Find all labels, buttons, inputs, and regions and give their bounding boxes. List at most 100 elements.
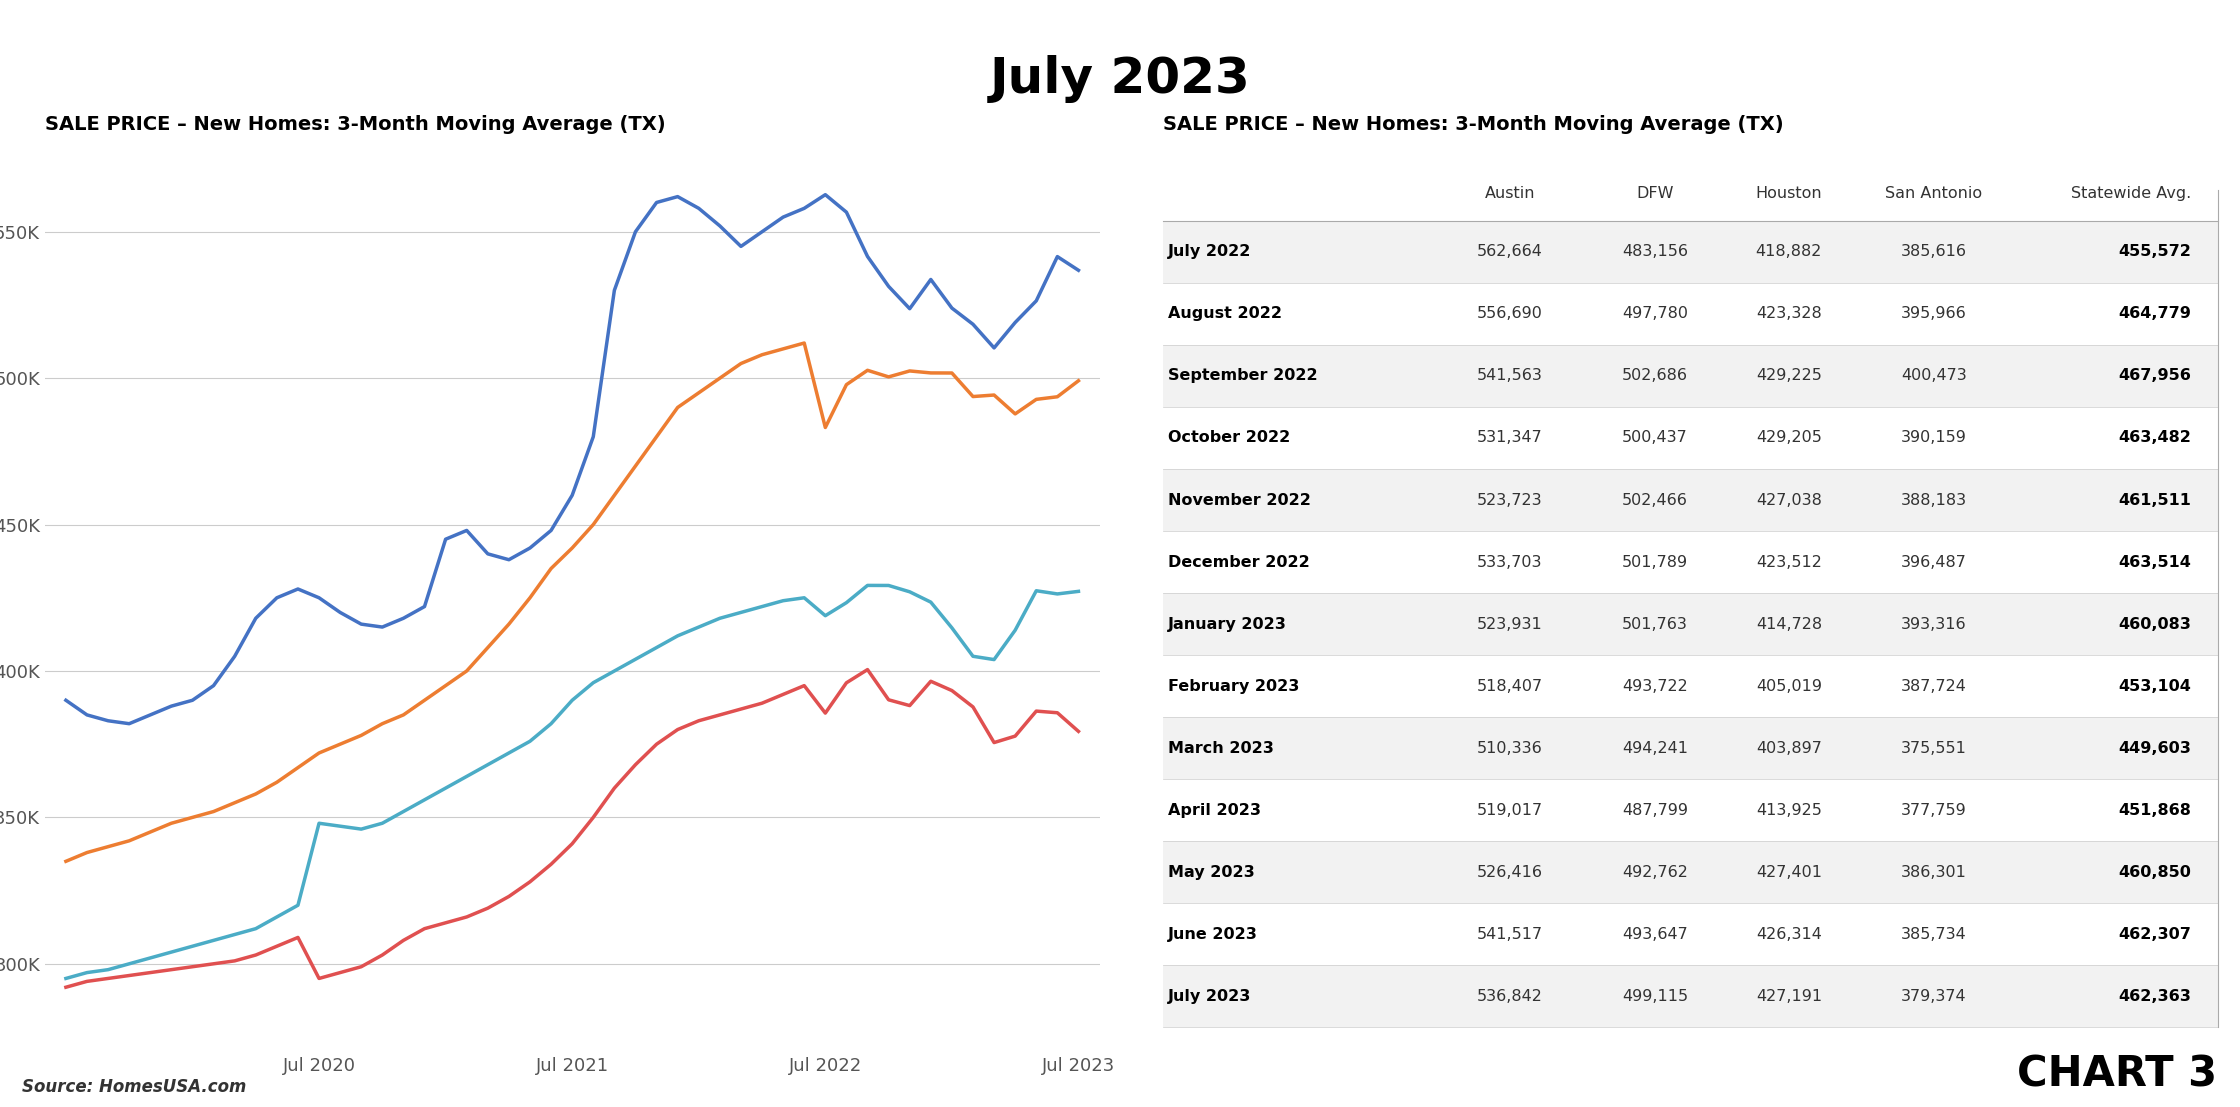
Text: 395,966: 395,966	[1902, 307, 1967, 321]
Text: 427,401: 427,401	[1756, 865, 1821, 880]
Text: 375,551: 375,551	[1902, 741, 1967, 756]
Text: November 2022: November 2022	[1167, 493, 1310, 507]
Text: 429,205: 429,205	[1756, 431, 1821, 445]
Text: 497,780: 497,780	[1622, 307, 1689, 321]
Text: 460,850: 460,850	[2119, 865, 2191, 880]
Text: 427,191: 427,191	[1756, 989, 1821, 1004]
Text: 531,347: 531,347	[1476, 431, 1543, 445]
Text: September 2022: September 2022	[1167, 369, 1317, 383]
Text: 396,487: 396,487	[1902, 555, 1967, 569]
Text: 455,572: 455,572	[2119, 245, 2191, 259]
Text: 500,437: 500,437	[1622, 431, 1687, 445]
Text: DFW: DFW	[1635, 186, 1673, 200]
Text: 387,724: 387,724	[1902, 679, 1967, 693]
Text: January 2023: January 2023	[1167, 617, 1288, 631]
Text: 501,763: 501,763	[1622, 617, 1687, 631]
Bar	[1163, 469, 2218, 531]
Text: 523,931: 523,931	[1476, 617, 1543, 631]
Text: 536,842: 536,842	[1476, 989, 1543, 1004]
Text: 541,563: 541,563	[1476, 369, 1543, 383]
Bar	[1163, 655, 2218, 717]
Text: 423,328: 423,328	[1756, 307, 1821, 321]
Text: October 2022: October 2022	[1167, 431, 1290, 445]
Text: 494,241: 494,241	[1622, 741, 1689, 756]
Text: 467,956: 467,956	[2119, 369, 2191, 383]
Text: 518,407: 518,407	[1476, 679, 1543, 693]
Text: 427,038: 427,038	[1756, 493, 1821, 507]
Text: 463,514: 463,514	[2119, 555, 2191, 569]
Bar	[1163, 841, 2218, 903]
Text: Houston: Houston	[1756, 186, 1821, 200]
Text: 510,336: 510,336	[1476, 741, 1543, 756]
Text: 493,722: 493,722	[1622, 679, 1687, 693]
Text: 463,482: 463,482	[2119, 431, 2191, 445]
Text: 449,603: 449,603	[2119, 741, 2191, 756]
Text: August 2022: August 2022	[1167, 307, 1281, 321]
Text: 386,301: 386,301	[1902, 865, 1967, 880]
Text: March 2023: March 2023	[1167, 741, 1275, 756]
Text: 405,019: 405,019	[1756, 679, 1821, 693]
Text: 460,083: 460,083	[2119, 617, 2191, 631]
Text: SALE PRICE – New Homes: 3-Month Moving Average (TX): SALE PRICE – New Homes: 3-Month Moving A…	[45, 115, 665, 134]
Text: April 2023: April 2023	[1167, 803, 1261, 818]
Text: 464,779: 464,779	[2119, 307, 2191, 321]
Bar	[1163, 221, 2218, 283]
Text: 462,363: 462,363	[2119, 989, 2191, 1004]
Text: 533,703: 533,703	[1476, 555, 1543, 569]
Text: 385,734: 385,734	[1902, 927, 1967, 942]
Text: 426,314: 426,314	[1756, 927, 1821, 942]
Text: San Antonio: San Antonio	[1886, 186, 1982, 200]
Text: May 2023: May 2023	[1167, 865, 1254, 880]
Text: February 2023: February 2023	[1167, 679, 1299, 693]
Bar	[1163, 407, 2218, 469]
Text: 379,374: 379,374	[1902, 989, 1967, 1004]
Text: July 2022: July 2022	[1167, 245, 1252, 259]
Text: Source: HomesUSA.com: Source: HomesUSA.com	[22, 1078, 246, 1096]
Text: 453,104: 453,104	[2119, 679, 2191, 693]
Text: 413,925: 413,925	[1756, 803, 1821, 818]
Text: 502,466: 502,466	[1622, 493, 1687, 507]
Text: 562,664: 562,664	[1476, 245, 1543, 259]
Text: 501,789: 501,789	[1622, 555, 1689, 569]
Text: 403,897: 403,897	[1756, 741, 1821, 756]
Text: 499,115: 499,115	[1622, 989, 1689, 1004]
Text: 462,307: 462,307	[2119, 927, 2191, 942]
Text: Statewide Avg.: Statewide Avg.	[2072, 186, 2191, 200]
Text: 492,762: 492,762	[1622, 865, 1687, 880]
Text: 526,416: 526,416	[1476, 865, 1543, 880]
Text: 502,686: 502,686	[1622, 369, 1689, 383]
Text: July 2023: July 2023	[1167, 989, 1252, 1004]
Text: 523,723: 523,723	[1476, 493, 1543, 507]
Text: 429,225: 429,225	[1756, 369, 1821, 383]
Bar	[1163, 965, 2218, 1027]
Bar	[1163, 717, 2218, 779]
Text: 400,473: 400,473	[1902, 369, 1967, 383]
Text: 390,159: 390,159	[1902, 431, 1967, 445]
Text: 493,647: 493,647	[1622, 927, 1687, 942]
Text: 388,183: 388,183	[1902, 493, 1967, 507]
Text: 519,017: 519,017	[1476, 803, 1543, 818]
Text: SALE PRICE – New Homes: 3-Month Moving Average (TX): SALE PRICE – New Homes: 3-Month Moving A…	[1163, 115, 1783, 134]
Bar	[1163, 779, 2218, 841]
Bar	[1163, 531, 2218, 593]
Text: 418,882: 418,882	[1756, 245, 1821, 259]
Text: 414,728: 414,728	[1756, 617, 1821, 631]
Text: 556,690: 556,690	[1476, 307, 1543, 321]
Text: 541,517: 541,517	[1476, 927, 1543, 942]
Text: CHART 3: CHART 3	[2018, 1054, 2218, 1096]
Bar	[1163, 903, 2218, 965]
Text: 423,512: 423,512	[1756, 555, 1821, 569]
Text: 461,511: 461,511	[2119, 493, 2191, 507]
Text: June 2023: June 2023	[1167, 927, 1259, 942]
Text: 385,616: 385,616	[1902, 245, 1967, 259]
Text: Austin: Austin	[1485, 186, 1534, 200]
Text: 483,156: 483,156	[1622, 245, 1689, 259]
Text: 487,799: 487,799	[1622, 803, 1689, 818]
Text: July 2023: July 2023	[990, 55, 1250, 103]
Text: 377,759: 377,759	[1902, 803, 1967, 818]
Text: 451,868: 451,868	[2119, 803, 2191, 818]
Bar	[1163, 345, 2218, 407]
Text: December 2022: December 2022	[1167, 555, 1310, 569]
Bar	[1163, 283, 2218, 345]
Text: 393,316: 393,316	[1902, 617, 1967, 631]
